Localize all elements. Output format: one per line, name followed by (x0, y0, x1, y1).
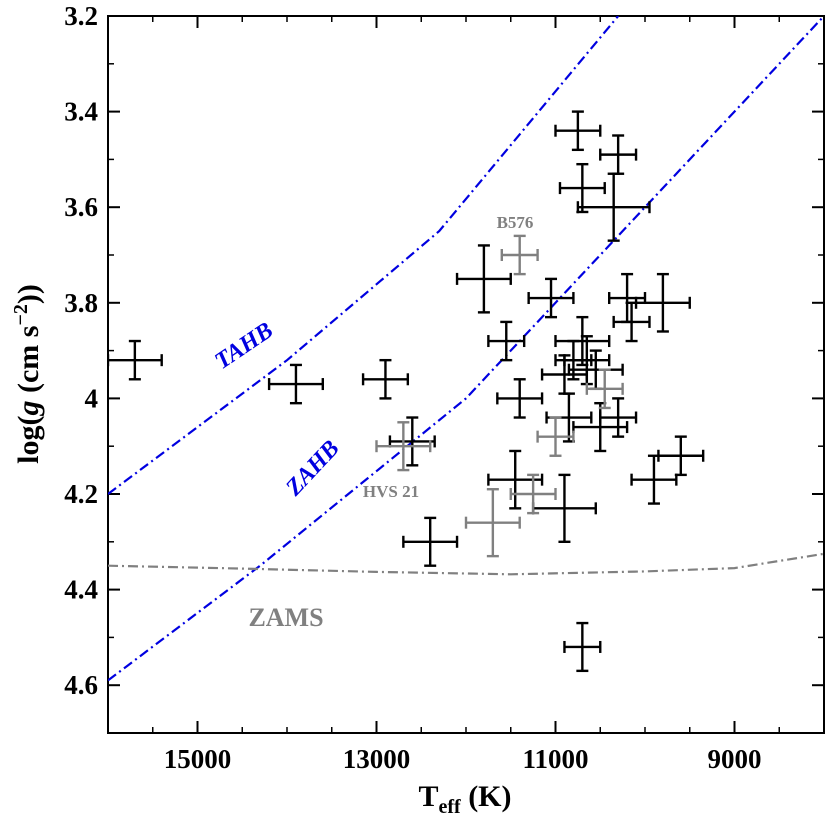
highlighted-star-point (536, 416, 575, 457)
star-point (608, 272, 647, 324)
star-point (634, 272, 691, 333)
star-point (558, 162, 606, 214)
star-point (567, 349, 624, 391)
data-points (108, 110, 705, 673)
annotation-zams: ZAMS (248, 603, 323, 632)
x-tick-label: 9000 (708, 744, 762, 774)
star-point (496, 378, 544, 419)
star-point (267, 363, 324, 405)
star-point (630, 454, 678, 505)
model-curves (108, 16, 824, 682)
star-point (576, 172, 651, 242)
y-tick-label: 4 (85, 383, 99, 413)
star-point (599, 397, 638, 438)
star-point (527, 277, 575, 319)
star-point (657, 435, 705, 477)
curve-tahb (108, 16, 620, 495)
y-tick-label: 3.4 (64, 97, 98, 127)
annotation-hvs21: HVS 21 (363, 482, 419, 501)
y-tick-label: 3.2 (64, 1, 98, 31)
star-point (455, 244, 512, 314)
y-tick-label: 4.2 (64, 479, 98, 509)
x-tick-label: 11000 (522, 744, 588, 774)
highlighted-star-point (464, 488, 521, 558)
annotation-b576: B576 (497, 213, 534, 232)
star-point (487, 320, 526, 362)
star-point (599, 134, 638, 175)
x-tick-label: 15000 (164, 744, 232, 774)
y-axis-title: log(g (cm s−2)) (10, 284, 45, 464)
star-point (402, 516, 459, 567)
star-point (361, 358, 410, 400)
highlighted-star-point (375, 421, 432, 472)
highlighted-star-point (585, 368, 624, 410)
x-tick-label: 13000 (343, 744, 411, 774)
axis-ticks: 15000 13000 11000 9000 3.2 3.4 3.6 3.8 4 4.2 4.4 4.… (64, 1, 825, 774)
plot-frame (107, 15, 825, 734)
curve-zahb (108, 16, 824, 682)
annotation-tahb: TAHB (210, 318, 278, 375)
star-point (554, 110, 602, 152)
x-axis-title: Teff (K) (418, 780, 511, 816)
curve-zams (108, 552, 824, 576)
y-tick-label: 4.6 (64, 670, 98, 700)
star-point (572, 401, 629, 453)
star-point (563, 621, 602, 673)
y-tick-label: 4.4 (64, 575, 98, 605)
y-tick-label: 3.8 (64, 288, 98, 318)
star-point (554, 315, 611, 367)
annotation-zahb: ZAHB (280, 435, 344, 501)
y-tick-label: 3.6 (64, 192, 98, 222)
star-point (563, 335, 611, 386)
star-point (388, 416, 436, 467)
star-point (108, 339, 163, 381)
highlighted-star-point (500, 234, 539, 276)
highlighted-star-point (509, 473, 557, 515)
star-point (612, 301, 651, 343)
